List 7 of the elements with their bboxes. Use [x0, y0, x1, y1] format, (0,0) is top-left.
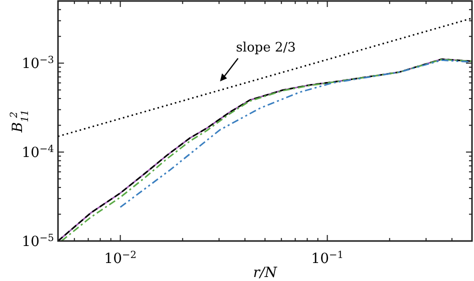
- y-tick-label: 10$^{−5}$: [22, 232, 54, 250]
- y-tick-label: 10$^{−4}$: [22, 144, 54, 162]
- y-tick-label: 10$^{−3}$: [22, 54, 54, 72]
- x-tick-label: 10$^{−2}$: [104, 250, 136, 267]
- x-tick-label: 10$^{−1}$: [311, 250, 344, 267]
- x-axis-title: r/N: [253, 265, 278, 281]
- annotation: slope 2/3: [236, 40, 296, 56]
